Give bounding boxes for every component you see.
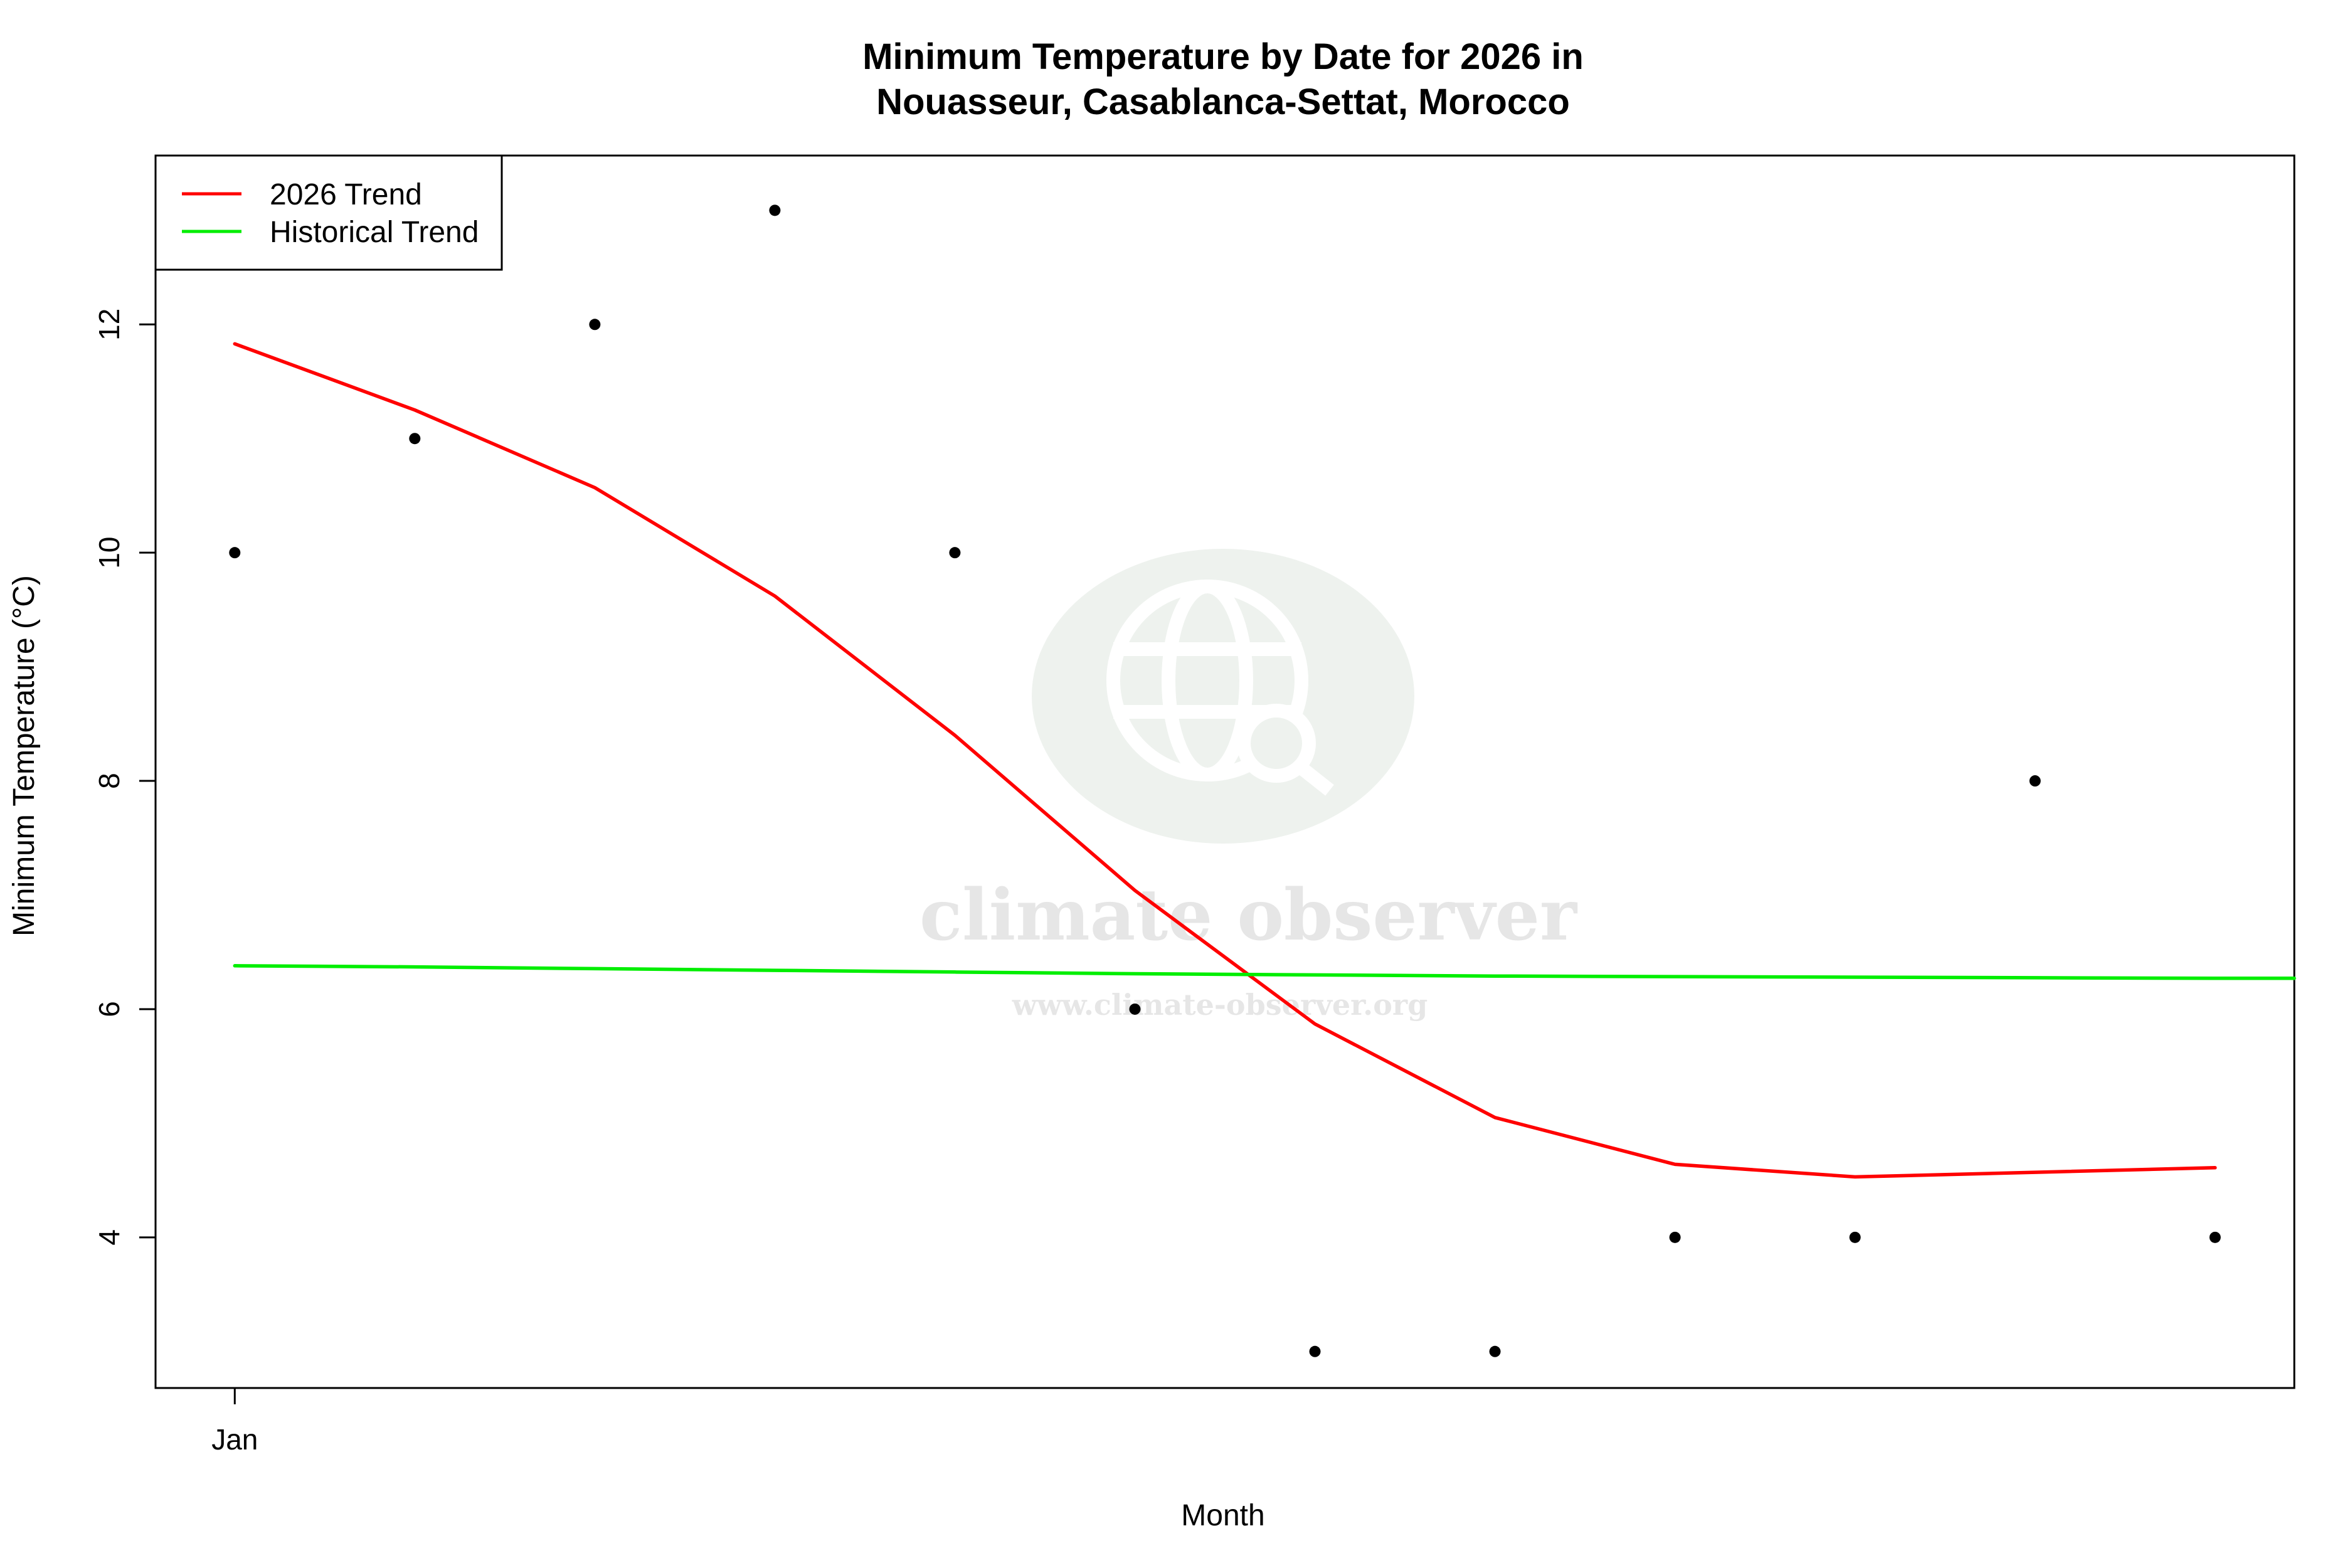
series-line-2026-trend <box>233 342 2217 1179</box>
series-line-historical-trend <box>233 964 2296 980</box>
axes-ticks: 4 6 8 10 12 Jan <box>93 309 258 1456</box>
data-point <box>1489 1345 1501 1357</box>
legend-label-2026-trend: 2026 Trend <box>270 178 422 211</box>
series-lines <box>233 342 2296 1179</box>
y-tick-label: 4 <box>93 1229 125 1246</box>
data-point <box>2029 775 2041 787</box>
watermark-brand: climate observer <box>919 874 1578 956</box>
plot-frame <box>154 154 2296 1389</box>
y-tick-label: 10 <box>93 537 125 569</box>
y-tick-label: 12 <box>93 309 125 341</box>
data-points <box>229 204 2221 1357</box>
watermark: climate observer www.climate-observer.or… <box>919 549 1578 1022</box>
y-tick-label: 6 <box>93 1001 125 1017</box>
chart-title: Minimum Temperature by Date for 2026 in N… <box>862 36 1584 122</box>
chart-title-line: Nouasseur, Casablanca-Settat, Morocco <box>876 82 1570 122</box>
legend-box <box>154 154 503 271</box>
y-tick-label: 8 <box>93 773 125 789</box>
x-tick-label: Jan <box>211 1423 258 1456</box>
data-point <box>1849 1231 1861 1243</box>
watermark-globe-search-glyph <box>1106 580 1334 796</box>
legend: 2026 Trend Historical Trend <box>154 154 503 271</box>
data-point <box>589 319 601 331</box>
data-point <box>1129 1003 1141 1015</box>
x-axis-label: Month <box>1181 1499 1264 1532</box>
y-axis-label: Minimum Temperature (°C) <box>8 575 41 936</box>
data-point <box>1309 1345 1321 1357</box>
data-point <box>409 433 421 445</box>
data-point <box>769 204 781 216</box>
data-point <box>229 547 241 559</box>
legend-label-historical-trend: Historical Trend <box>270 216 479 249</box>
data-point <box>2209 1231 2221 1243</box>
chart-title-line: Minimum Temperature by Date for 2026 in <box>862 36 1584 77</box>
data-point <box>949 547 961 559</box>
data-point <box>1669 1231 1681 1243</box>
watermark-url: www.climate-observer.org <box>1012 988 1428 1022</box>
